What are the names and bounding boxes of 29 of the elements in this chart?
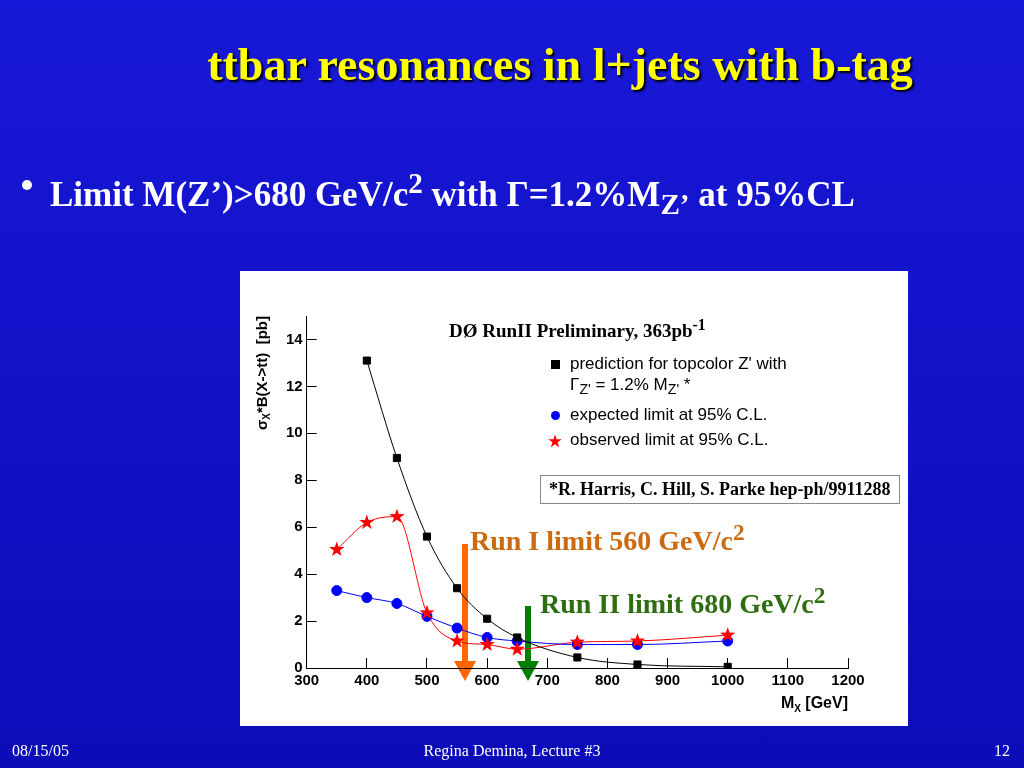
x-tick-label: 900 [655,671,681,689]
text: 12 [994,742,1010,760]
x-tick-label: 700 [534,671,560,689]
y-tick-label: 14 [286,329,304,347]
x-tick-label: 1100 [771,671,805,689]
y-tick-label: 12 [286,376,303,394]
y-tick-label: 2 [294,611,303,629]
annotation: Run II limit 680 GeV/c$^{2}$ [540,582,826,621]
y-tick-label: 4 [294,564,304,582]
chart-subtitle: Limit M(Z’)>680 GeV/c$^{2}$ with Γ=1.2%M$_{Z’}$ at 95%CL [50,166,856,222]
x-tick-label: 800 [594,671,620,689]
annotation: *R. Harris, C. Hill, S. Parke hep-ph/9911288 [540,475,900,504]
x-tick-label: 600 [474,671,500,689]
legend-label: expected limit at 95% C.L. [570,404,769,426]
x-tick-label: 1200 [831,671,865,689]
legend-label: prediction for topcolor Z' with Γ$_{Z'}$ = 1.2% M$_{Z'}$ * [570,353,788,400]
x-tick-label: 1000 [711,671,745,689]
text: Regina Demina, Lecture #3 [423,742,601,759]
y-tick-label: 8 [294,470,303,488]
y-tick-label: 6 [294,517,303,535]
legend-label: observed limit at 95% C.L. [570,429,770,451]
x-tick-label: 500 [414,671,440,689]
chart-title: ttbar resonances in l+jets with b-tag [206,38,914,91]
annotation: DØ RunII Preliminary, 363pb$^{-1}$ [446,316,709,343]
y-axis-title: σX*B(X->tt) [pb] [252,316,273,430]
x-tick-label: 400 [354,671,380,689]
text: 08/15/05 [12,742,69,760]
annotation: Run I limit 560 GeV/c$^{2}$ [470,519,745,558]
y-tick-label: 10 [286,423,303,441]
